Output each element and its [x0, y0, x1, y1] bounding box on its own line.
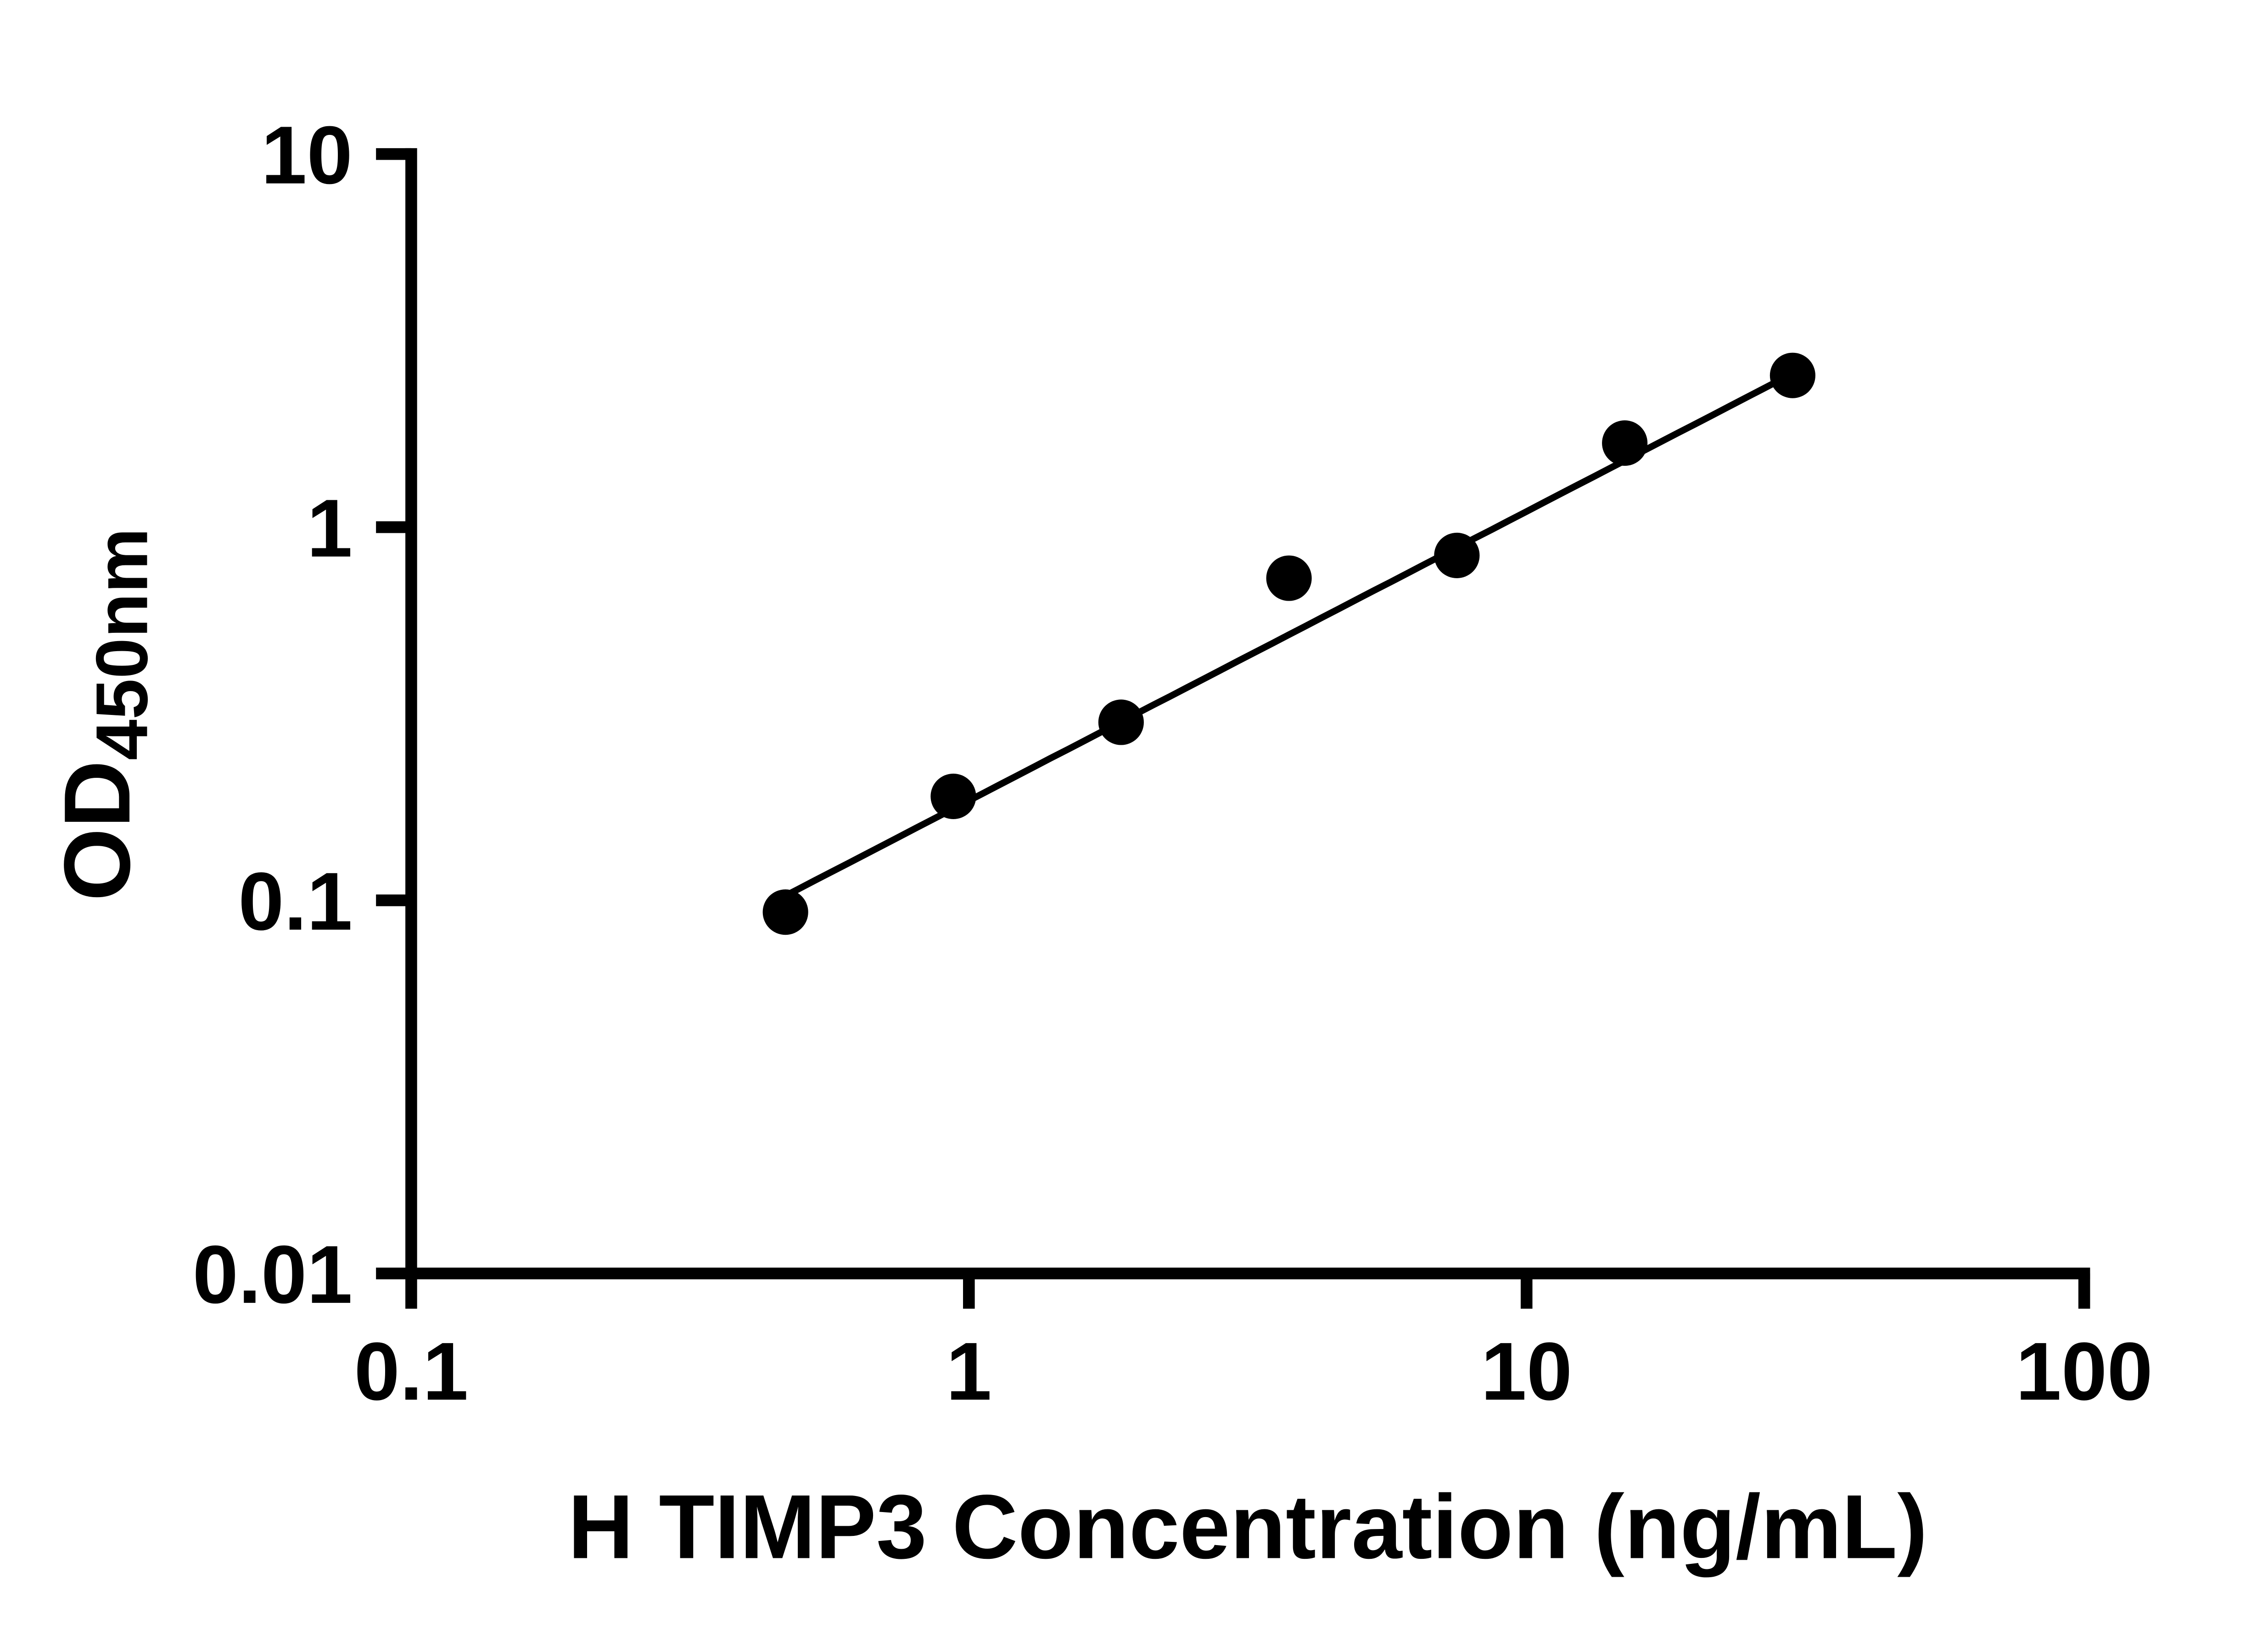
- data-point: [762, 889, 808, 935]
- data-point: [1602, 420, 1648, 466]
- data-point: [1434, 532, 1480, 578]
- data-point: [1266, 555, 1312, 601]
- y-tick-label: 0.1: [238, 855, 353, 947]
- data-point: [1770, 352, 1815, 398]
- x-tick-label: 1: [946, 1325, 992, 1417]
- y-tick-label: 0.01: [193, 1228, 353, 1320]
- data-point: [930, 773, 976, 819]
- y-tick-label: 10: [261, 109, 353, 201]
- data-point: [1098, 699, 1144, 745]
- y-axis-title-main: OD: [45, 760, 150, 901]
- x-tick-label: 100: [2016, 1325, 2153, 1417]
- x-axis-title: H TIMP3 Concentration (ng/mL): [568, 1476, 1927, 1578]
- y-tick-label: 1: [307, 482, 353, 574]
- x-tick-label: 0.1: [354, 1325, 468, 1417]
- x-tick-label: 10: [1481, 1325, 1572, 1417]
- y-axis-title: OD450nm: [45, 528, 162, 901]
- y-axis-title-subscript: 450nm: [80, 528, 162, 760]
